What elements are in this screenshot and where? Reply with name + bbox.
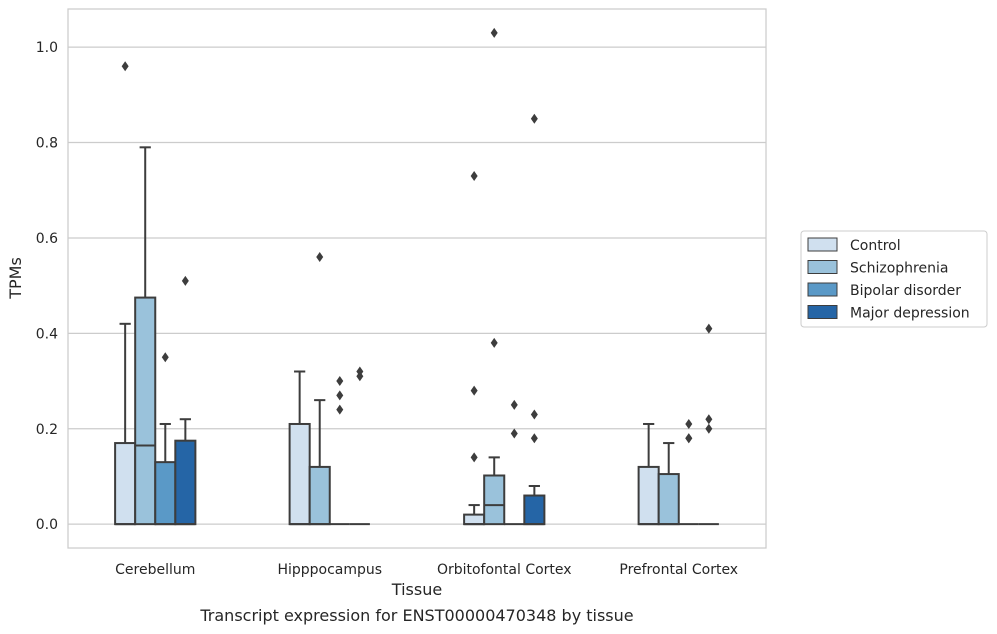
y-axis-label: TPMs [6,257,25,300]
box-group [114,61,137,526]
box-body [114,442,137,526]
outlier-point [470,452,478,463]
box-body [154,461,177,526]
grid-lines [68,46,766,525]
outlier-point [530,113,538,124]
box-body [288,422,311,526]
outlier-point [490,27,498,38]
legend-frame [800,230,988,328]
box-group [637,422,660,526]
box-group [308,252,331,526]
outlier-point [510,428,518,439]
box-group [349,366,370,526]
box-group [134,146,157,526]
outlier-point [336,376,344,387]
box-body [308,465,331,526]
outlier-point [161,352,169,363]
box-body [134,296,157,526]
legend-swatch [807,237,838,252]
x-tick-label: Cerebellum [115,562,195,578]
box-body [463,513,486,526]
box-group [154,352,177,526]
legend-swatch [807,260,838,274]
box-body [637,465,660,526]
x-axis-label: Tissue [391,580,442,599]
box-group [483,27,506,526]
outlier-point [705,323,713,334]
box-group [463,170,486,526]
figure-caption: Transcript expression for ENST0000047034… [200,606,634,625]
y-tick-label: 0.0 [36,517,58,533]
outlier-point [181,275,189,286]
outlier-point [316,252,324,263]
box-group [678,418,699,526]
box-group [288,370,311,526]
y-axis-ticks: 0.0 0.2 0.4 0.6 0.8 1.0 [36,40,58,533]
legend-label: Major depression [850,306,970,322]
box-marks [114,27,719,526]
box-body [483,474,506,526]
outlier-point [510,399,518,410]
outlier-point [530,409,538,420]
box-group [504,399,525,526]
x-tick-label: Hipppocampus [277,562,382,578]
box-group [174,275,197,526]
box-group [698,323,719,526]
y-tick-label: 0.2 [36,422,58,438]
y-tick-label: 1.0 [36,40,58,56]
outlier-point [470,170,478,181]
outlier-point [705,423,713,434]
legend-swatch [807,282,838,297]
y-tick-label: 0.8 [36,136,58,152]
legend-label: Schizophrenia [850,261,948,277]
box-group [523,113,546,526]
box-body [657,473,680,526]
outlier-point [121,61,129,72]
legend: Control Schizophrenia Bipolar disorder Majo… [800,230,988,328]
outlier-point [530,433,538,444]
x-tick-label: Prefrontal Cortex [619,562,738,578]
legend-label: Control [850,238,901,254]
legend-swatch [807,305,838,319]
x-tick-label: Orbitofontal Cortex [437,562,572,578]
outlier-point [336,404,344,415]
outlier-point [705,414,713,425]
y-tick-label: 0.4 [36,326,58,342]
box-body [174,439,197,526]
x-axis-ticks: Cerebellum Hipppocampus Orbitofontal Corte… [115,562,738,578]
outlier-point [470,385,478,396]
outlier-point [490,337,498,348]
box-group [657,442,680,526]
outlier-point [685,418,693,429]
outlier-point [685,433,693,444]
box-group [329,376,350,526]
outlier-point [336,390,344,401]
legend-label: Bipolar disorder [850,283,961,299]
box-body [523,494,546,526]
plot-area-frame [67,8,767,549]
outlier-point [356,366,364,377]
y-tick-label: 0.6 [36,231,58,247]
